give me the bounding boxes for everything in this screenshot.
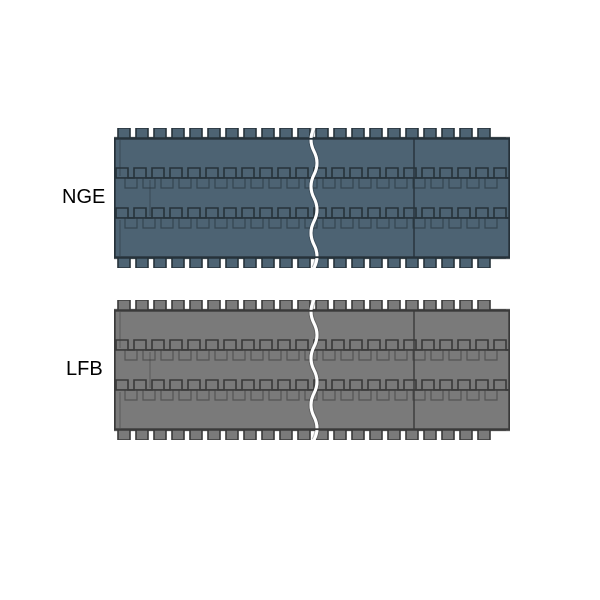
belt-label-nge: NGE	[62, 186, 105, 209]
diagram-stage: NGE LFB	[0, 0, 600, 600]
belt-nge	[114, 128, 510, 268]
belt-lfb	[114, 300, 510, 440]
belt-label-lfb: LFB	[66, 358, 103, 381]
